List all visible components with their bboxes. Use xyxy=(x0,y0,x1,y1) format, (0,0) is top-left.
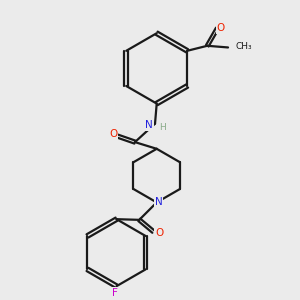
Text: CH₃: CH₃ xyxy=(236,42,252,51)
Text: N: N xyxy=(145,120,153,130)
Text: O: O xyxy=(217,23,225,33)
Text: O: O xyxy=(110,129,118,140)
Text: O: O xyxy=(155,228,164,238)
Text: H: H xyxy=(159,122,166,131)
Text: N: N xyxy=(154,197,162,207)
Text: F: F xyxy=(112,288,118,298)
